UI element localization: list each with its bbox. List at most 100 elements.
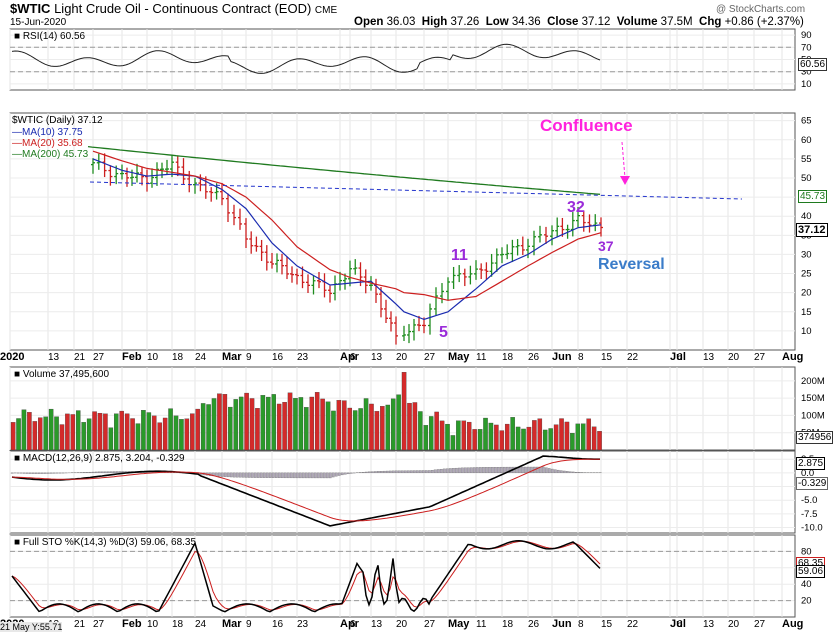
macd-histogram-bar	[346, 472, 350, 475]
macd-histogram-bar	[334, 472, 338, 477]
volume-bar	[97, 412, 103, 451]
macd-histogram-bar	[439, 468, 443, 474]
volume-bar	[488, 422, 494, 451]
volume-bar	[320, 398, 325, 451]
volume-bar	[135, 423, 141, 451]
volume-bar	[396, 394, 401, 451]
x-tick-label: Jun	[552, 618, 572, 630]
macd-histogram-bar	[217, 472, 221, 477]
macd-histogram-bar	[43, 472, 47, 474]
x-tick-label: 18	[502, 352, 514, 363]
chart-title: $WTIC Light Crude Oil - Continuous Contr…	[10, 1, 337, 16]
volume-bar	[179, 419, 184, 451]
macd-histogram-bar	[397, 470, 401, 474]
macd-histogram-bar	[553, 469, 557, 474]
macd-histogram-bar	[46, 472, 50, 474]
volume-bar	[352, 410, 358, 451]
macd-histogram-bar	[418, 470, 422, 474]
macd-histogram-bar	[376, 471, 380, 474]
volume-bar	[244, 392, 249, 451]
x-tick-label: 16	[272, 619, 284, 630]
volume-bar	[293, 398, 298, 451]
y-tick-label: 20	[801, 596, 812, 607]
volume-bar	[124, 413, 130, 451]
x-tick-label: 20	[396, 619, 408, 630]
volume-bar	[103, 413, 108, 451]
volume-bar	[472, 429, 477, 451]
x-tick-label: 6	[677, 619, 683, 630]
macd-histogram-bar	[394, 470, 398, 474]
macd-histogram-bar	[88, 471, 92, 474]
confluence-arrowhead	[620, 176, 630, 185]
volume-bar	[358, 408, 363, 451]
x-tick-label: 11	[476, 619, 487, 630]
symbol: $WTIC	[10, 1, 51, 16]
macd-histogram-bar	[388, 470, 392, 474]
volume-bar	[92, 411, 97, 451]
y-tick-label: 80	[801, 546, 812, 557]
volume-bar	[228, 406, 233, 451]
rsi-value-box: 60.56	[798, 58, 828, 71]
x-tick-label: 9	[246, 619, 252, 630]
volume-bar	[184, 418, 190, 451]
volume-bar	[130, 418, 135, 451]
volume-bar	[304, 407, 309, 451]
macd-histogram-bar	[391, 470, 395, 474]
y-tick-label: -5.0	[801, 495, 817, 506]
macd-signal-line	[11, 458, 601, 522]
macd-histogram-bar	[100, 471, 104, 474]
volume-bar	[81, 422, 86, 451]
ma10-label: —MA(10) 37.75	[12, 127, 83, 138]
sto-d-line	[11, 540, 601, 611]
macd-histogram-bar	[112, 471, 116, 474]
macd-histogram-bar	[304, 472, 308, 479]
rsi-label: ■ RSI(14) 60.56	[14, 31, 86, 42]
x-tick-label: 13	[48, 352, 60, 363]
macd-histogram-bar	[94, 471, 98, 474]
macd-histogram-bar	[514, 466, 518, 474]
count-11: 11	[451, 247, 468, 264]
x-tick-label: 13	[371, 619, 383, 630]
volume-bar	[200, 403, 206, 451]
y-tick-label: 100M	[801, 410, 825, 421]
macd-histogram-bar	[487, 467, 491, 474]
watermark: @ StockCharts.com	[716, 4, 806, 15]
macd-histogram-bar	[238, 472, 242, 478]
y-tick-label: 40	[801, 579, 812, 590]
y-tick-label: 10	[801, 326, 812, 337]
volume-bar	[314, 392, 320, 451]
x-tick-label: 21	[74, 619, 86, 630]
volume-bar	[27, 412, 32, 451]
macd-histogram-bar	[499, 466, 503, 474]
macd-histogram-bar	[256, 472, 260, 478]
x-tick-label: 27	[424, 352, 436, 363]
x-tick-label: Jun	[552, 351, 572, 363]
x-tick-label: 22	[627, 352, 639, 363]
macd-histogram-bar	[232, 472, 236, 478]
x-tick-label: 21	[74, 352, 86, 363]
macd-histogram-bar	[226, 472, 230, 478]
volume-bar	[276, 403, 282, 451]
volume-bar	[407, 402, 412, 451]
volume-bar	[385, 404, 391, 451]
macd-histogram-bar	[496, 467, 500, 474]
volume-bar	[401, 372, 407, 451]
macd-histogram-bar	[502, 466, 506, 474]
macd-histogram-bar	[571, 471, 575, 474]
volume-bar	[287, 392, 293, 451]
macd-histogram-bar	[349, 472, 353, 474]
y-tick-label: -10.0	[801, 523, 823, 534]
volume-bar	[439, 420, 445, 451]
volume-bar	[477, 429, 483, 451]
x-tick-label: May	[448, 618, 470, 630]
macd-histogram-bar	[115, 471, 119, 474]
macd-histogram-bar	[448, 468, 452, 474]
volume-bar	[195, 408, 200, 451]
volume-bar	[532, 420, 537, 451]
volume-bar	[347, 407, 353, 451]
macd-value-box: 2.875	[796, 457, 826, 470]
y-tick-label: 15	[801, 307, 812, 318]
macd-histogram-bar	[340, 472, 344, 476]
macd-histogram-bar	[484, 467, 488, 474]
